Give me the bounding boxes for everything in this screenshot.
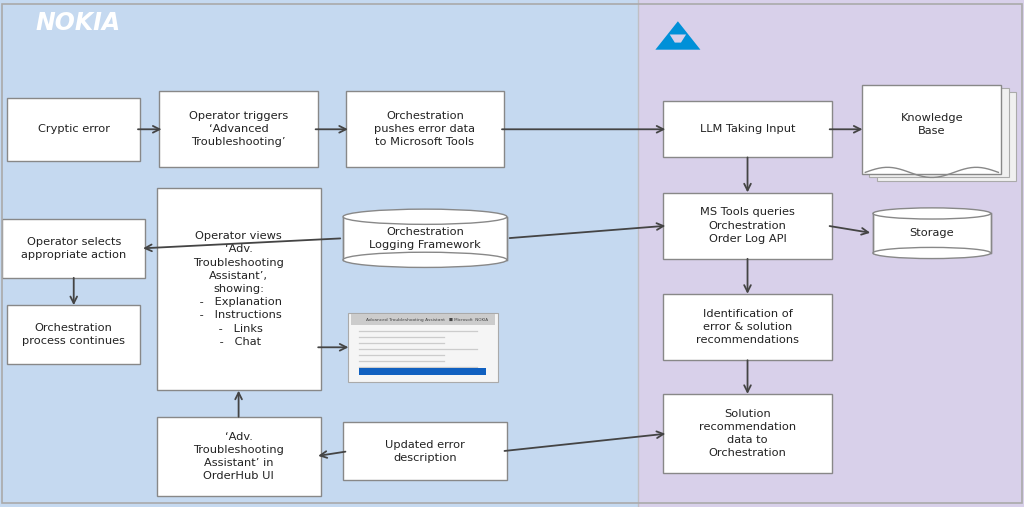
- FancyBboxPatch shape: [2, 219, 145, 277]
- Polygon shape: [0, 0, 638, 507]
- Text: Orchestration
process continues: Orchestration process continues: [23, 323, 125, 346]
- Text: Operator triggers
‘Advanced
Troubleshooting’: Operator triggers ‘Advanced Troubleshoot…: [189, 111, 288, 148]
- FancyBboxPatch shape: [869, 88, 1009, 177]
- FancyBboxPatch shape: [664, 294, 831, 360]
- FancyBboxPatch shape: [664, 101, 831, 157]
- Ellipse shape: [872, 247, 991, 259]
- FancyBboxPatch shape: [664, 394, 831, 473]
- Text: Orchestration
Logging Framework: Orchestration Logging Framework: [369, 227, 481, 250]
- Ellipse shape: [872, 208, 991, 219]
- Ellipse shape: [343, 252, 507, 267]
- Text: Cryptic error: Cryptic error: [38, 124, 110, 134]
- FancyBboxPatch shape: [7, 305, 140, 364]
- FancyBboxPatch shape: [343, 422, 507, 481]
- FancyBboxPatch shape: [157, 417, 321, 496]
- Polygon shape: [872, 213, 991, 253]
- FancyBboxPatch shape: [351, 314, 495, 325]
- FancyBboxPatch shape: [862, 85, 1001, 174]
- Text: Knowledge
Base: Knowledge Base: [900, 113, 964, 136]
- FancyBboxPatch shape: [345, 91, 504, 167]
- Text: NOKIA: NOKIA: [36, 12, 121, 35]
- Text: Solution
recommendation
data to
Orchestration: Solution recommendation data to Orchestr…: [699, 409, 796, 458]
- FancyBboxPatch shape: [157, 188, 321, 390]
- Text: ■ Microsoft  NOKIA: ■ Microsoft NOKIA: [450, 318, 488, 322]
- Text: Operator views
‘Adv.
Troubleshooting
Assistant’,
showing:
 -   Explanation
 -   : Operator views ‘Adv. Troubleshooting Ass…: [194, 231, 284, 347]
- FancyBboxPatch shape: [7, 97, 140, 161]
- FancyBboxPatch shape: [877, 92, 1016, 181]
- Polygon shape: [343, 217, 507, 260]
- FancyBboxPatch shape: [160, 91, 317, 167]
- Text: Storage: Storage: [909, 228, 954, 238]
- Text: Operator selects
appropriate action: Operator selects appropriate action: [22, 237, 126, 260]
- Polygon shape: [655, 21, 700, 50]
- Text: MS Tools queries
Orchestration
Order Log API: MS Tools queries Orchestration Order Log…: [700, 207, 795, 244]
- Text: Orchestration
pushes error data
to Microsoft Tools: Orchestration pushes error data to Micro…: [375, 111, 475, 148]
- Text: Identification of
error & solution
recommendations: Identification of error & solution recom…: [696, 309, 799, 345]
- Text: ‘Adv.
Troubleshooting
Assistant’ in
OrderHub UI: ‘Adv. Troubleshooting Assistant’ in Orde…: [194, 431, 284, 481]
- Polygon shape: [638, 0, 1024, 507]
- FancyBboxPatch shape: [348, 313, 498, 382]
- FancyBboxPatch shape: [359, 368, 486, 375]
- Polygon shape: [670, 34, 686, 43]
- Text: Advanced Troubleshooting Assistant: Advanced Troubleshooting Assistant: [367, 318, 445, 322]
- Text: LLM Taking Input: LLM Taking Input: [699, 124, 796, 134]
- Text: Updated error
description: Updated error description: [385, 440, 465, 463]
- FancyBboxPatch shape: [664, 193, 831, 259]
- Ellipse shape: [343, 209, 507, 224]
